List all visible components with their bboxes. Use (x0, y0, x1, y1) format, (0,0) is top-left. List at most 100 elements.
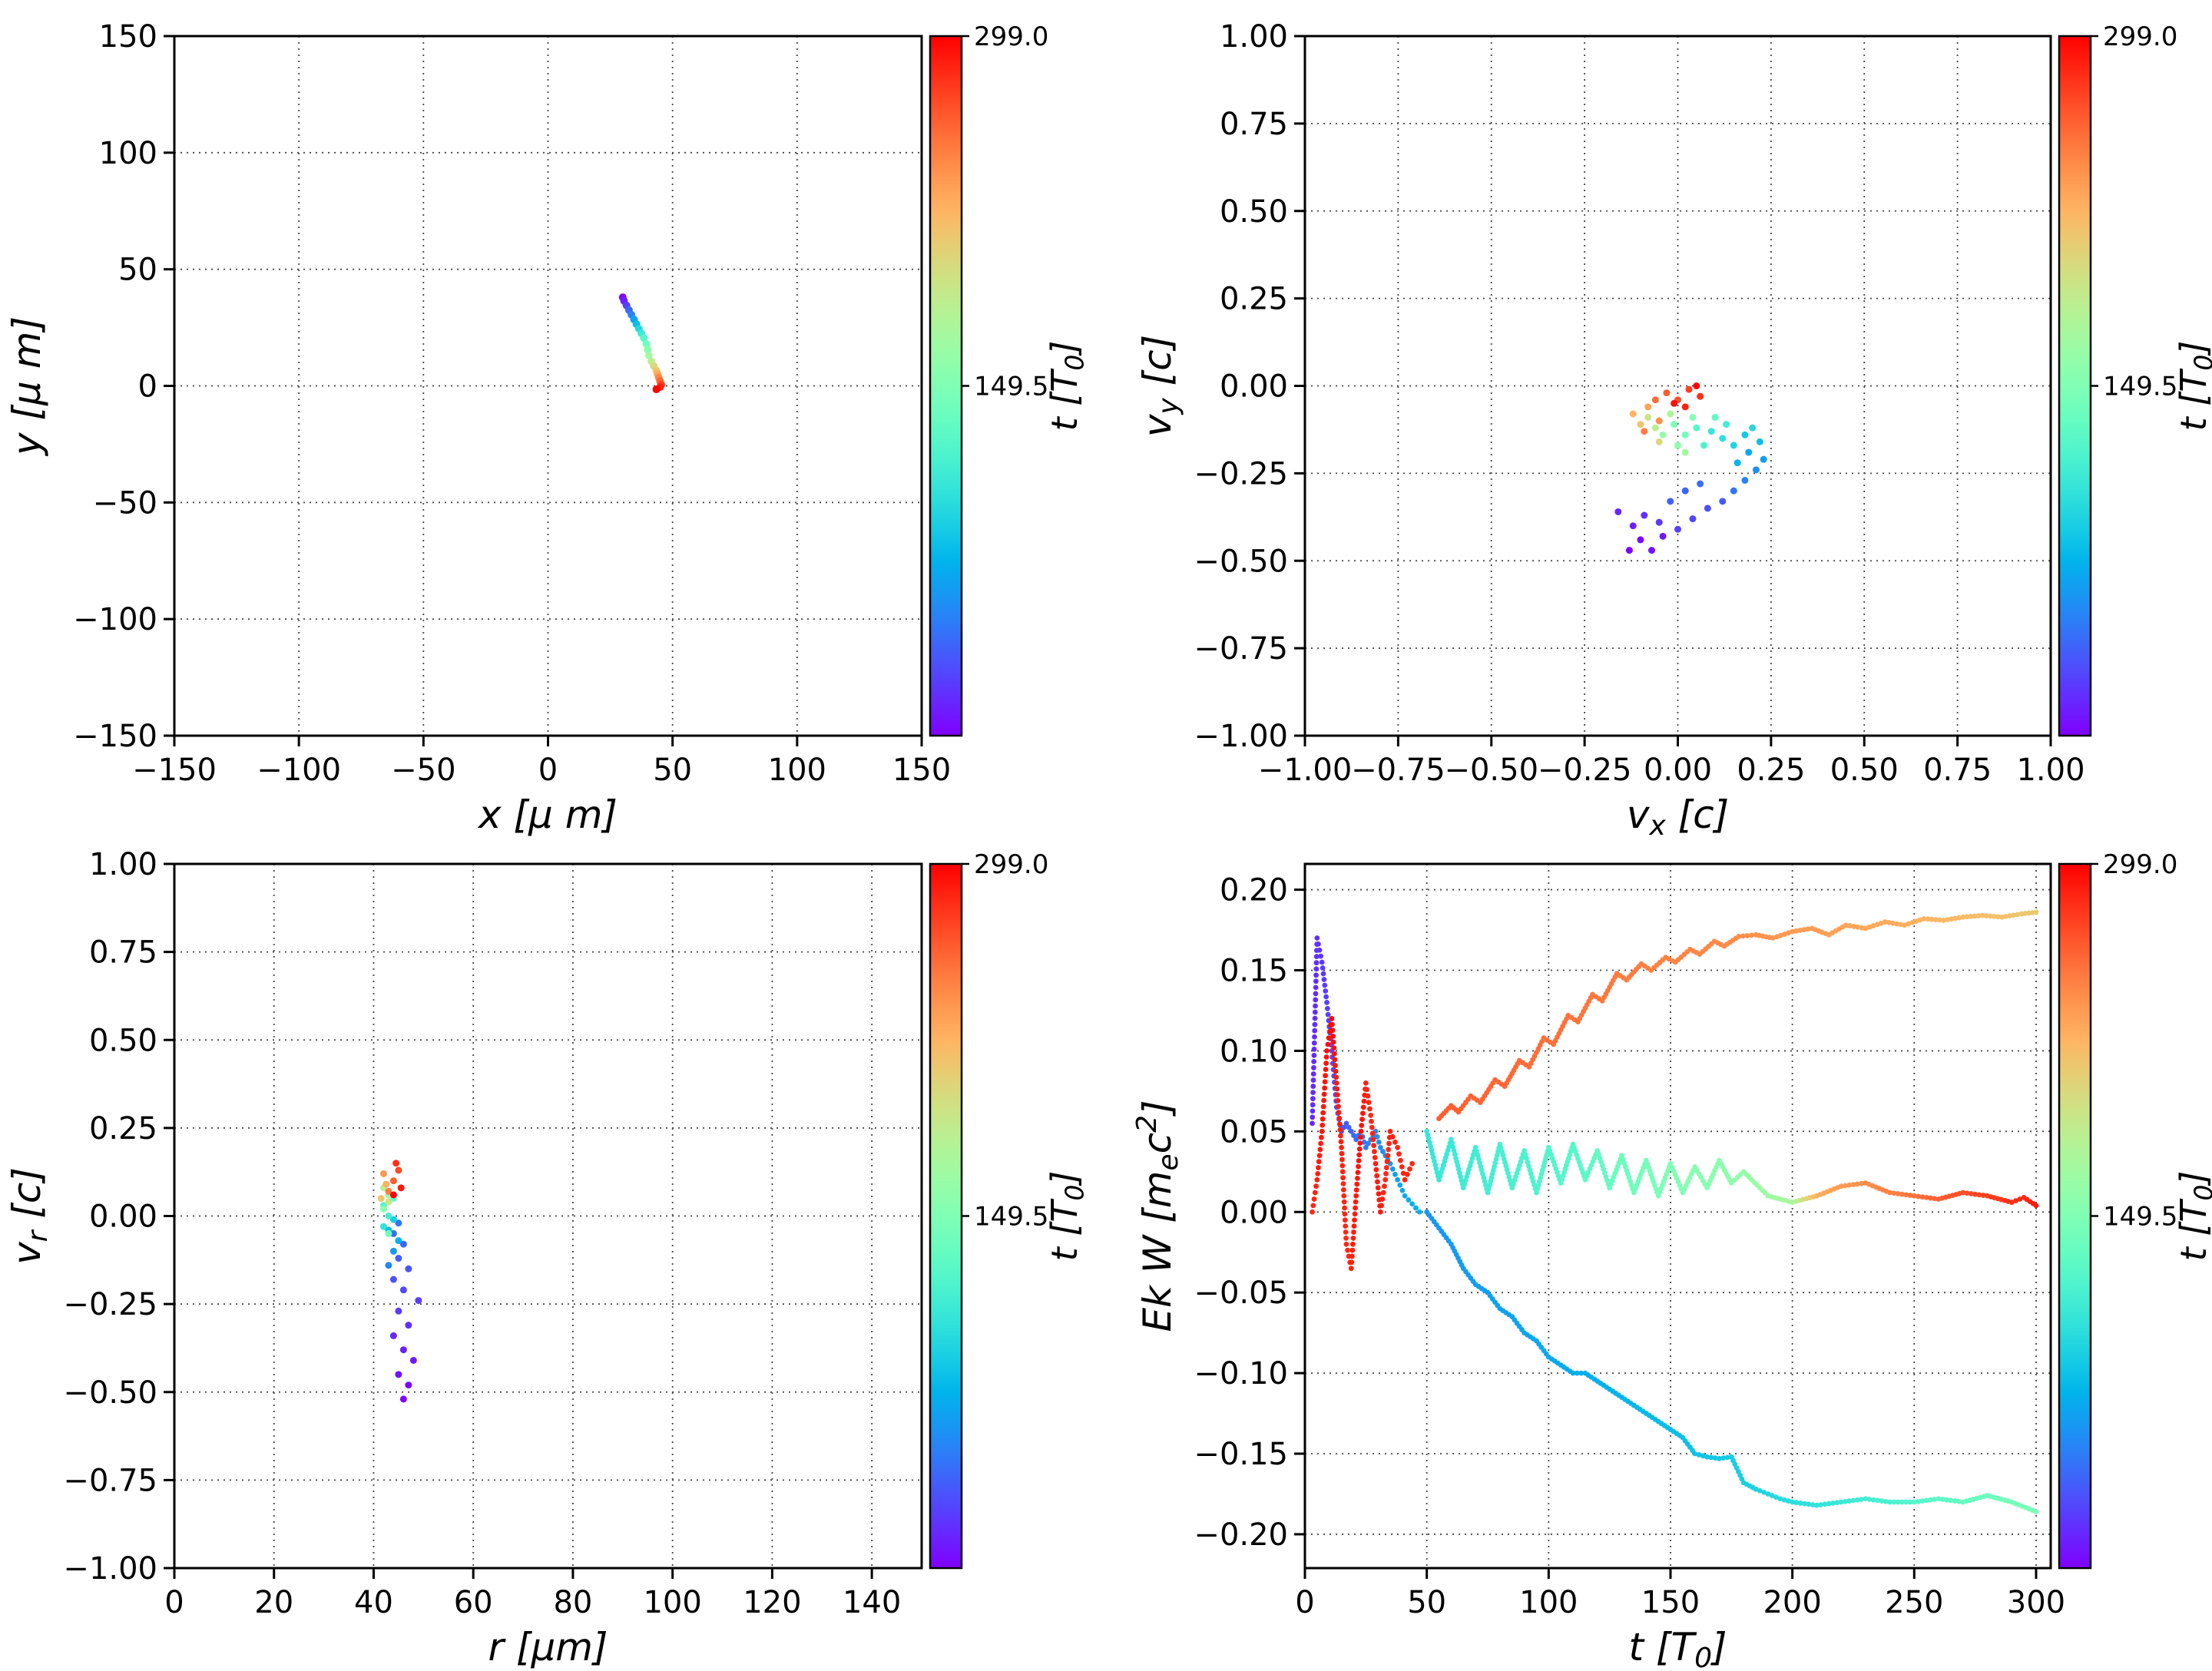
colorbar-axis-label: t [T0] (2173, 1171, 2212, 1262)
y-axis-label: vy [c] (1135, 335, 1184, 437)
x-axis-label: t [T0] (1629, 1625, 1727, 1671)
x-tick-label: 50 (653, 753, 692, 788)
x-tick-label: 0 (1295, 1585, 1314, 1620)
y-tick-label: −100 (73, 602, 157, 637)
y-tick-label: 0.00 (1220, 369, 1288, 405)
gridlines (1305, 864, 2051, 1568)
y-tick-label: 1.00 (89, 847, 157, 882)
colorbar-tick-label: 149.5 (974, 372, 1048, 402)
tick-marks (164, 862, 873, 1579)
x-tick-label: 140 (843, 1585, 901, 1620)
axes-frame (1303, 862, 2052, 1570)
x-tick-label: 0.00 (1644, 753, 1712, 788)
y-tick-label: 0.10 (1220, 1034, 1288, 1069)
x-tick-label: −100 (257, 753, 341, 788)
series-particle-trajectory (618, 293, 666, 394)
plot-velocity-vxvy: −1.00−0.75−0.50−0.25 0.00 0.25 0.50 0.75 1.00… (1135, 19, 2085, 842)
y-tick-label: 0.75 (1220, 107, 1288, 142)
y-tick-label: −150 (73, 719, 157, 754)
colorbar-tick-label: 299.0 (2103, 22, 2177, 52)
y-axis-label: vr [c] (5, 1167, 54, 1265)
x-tick-label: 150 (892, 753, 951, 788)
x-tick-label: −0.75 (1351, 753, 1445, 788)
y-tick-label: −0.05 (1194, 1276, 1288, 1311)
series-early-oscillation-red (1310, 1016, 1416, 1272)
colorbar: 299.0 149.5t [T0] (2058, 849, 2212, 1570)
y-tick-label: 0.05 (1220, 1114, 1288, 1150)
colorbar-tick-label: 299.0 (974, 22, 1048, 52)
colorbar-tick-label: 149.5 (2103, 1202, 2177, 1233)
plot-radius-vr: 0 20 40 60 80 100 120 140 1.00 0.75 0.50 0.25 0.00 −0… (5, 847, 923, 1669)
y-tick-label: 0.00 (89, 1199, 157, 1235)
y-tick-label: −0.50 (1194, 544, 1288, 579)
series-oscillating-branch (1424, 1128, 2039, 1209)
x-tick-label: 0.75 (1923, 753, 1992, 788)
y-tick-label: 0 (138, 369, 157, 405)
series-velocity-cloud (1614, 382, 1767, 554)
y-tick-label: 0.50 (89, 1023, 157, 1058)
y-tick-label: −50 (93, 485, 157, 521)
colorbar-axis-label: t [T0] (1044, 341, 1089, 432)
x-tick-label: 80 (553, 1585, 592, 1620)
tick-labels: −150 −100 −50 0 50 100 150 −150 −100 −50 0 50 100 150 (73, 19, 951, 788)
y-axis-label: y [μ m] (5, 316, 49, 457)
colorbar-tick-label: 299.0 (974, 849, 1048, 880)
series-radial-velocity-cloud (377, 1160, 422, 1403)
x-tick-label: 0 (164, 1585, 184, 1620)
series-energy-gain-branch (1436, 909, 2039, 1121)
y-tick-label: −0.50 (63, 1375, 157, 1411)
x-tick-label: 250 (1885, 1585, 1943, 1620)
colorbar-gradient (929, 862, 963, 1570)
tick-labels: 0 50 100 150 200 250 300 −0.20 −0.15 −0.10 −0.05 0.… (1194, 873, 2065, 1620)
y-axis-label: Ek W [mec2] (1131, 1100, 1184, 1332)
colorbar-tick-label: 149.5 (2103, 372, 2177, 402)
y-tick-label: −1.00 (63, 1551, 157, 1587)
colorbar: 299.0 149.5t [T0] (929, 849, 1089, 1570)
y-tick-label: −0.20 (1194, 1517, 1288, 1553)
x-tick-label: 0 (538, 753, 558, 788)
tick-marks (164, 35, 923, 746)
x-tick-label: 60 (454, 1585, 493, 1620)
x-tick-label: −1.00 (1258, 753, 1353, 788)
y-tick-label: −0.75 (1194, 631, 1288, 667)
y-tick-label: 0.15 (1220, 953, 1288, 988)
colorbar-gradient (929, 35, 963, 737)
plot-position-xy: −150 −100 −50 0 50 100 150 −150 −100 −50 0 50 100 150… (5, 19, 951, 837)
x-tick-label: 20 (254, 1585, 293, 1620)
y-tick-label: −1.00 (1194, 719, 1288, 754)
gridlines (174, 864, 922, 1568)
y-tick-label: 0.20 (1220, 873, 1288, 908)
x-tick-label: 1.00 (2016, 753, 2085, 788)
x-tick-label: 100 (643, 1585, 701, 1620)
x-tick-label: −50 (391, 753, 455, 788)
y-tick-label: 0.25 (1220, 282, 1288, 317)
colorbar: 299.0 149.5t [T0] (929, 22, 1089, 737)
x-tick-label: 100 (768, 753, 826, 788)
y-tick-label: 100 (99, 136, 157, 171)
colorbar-tick-label: 149.5 (974, 1202, 1048, 1233)
y-tick-label: −0.15 (1194, 1437, 1288, 1472)
x-tick-label: −0.25 (1538, 753, 1632, 788)
x-tick-label: 150 (1641, 1585, 1700, 1620)
x-tick-label: 0.50 (1830, 753, 1899, 788)
x-tick-label: 200 (1763, 1585, 1821, 1620)
colorbar-tick-label: 299.0 (2103, 849, 2177, 880)
colorbar-axis-label: t [T0] (2173, 341, 2212, 432)
gridlines (1305, 36, 2051, 736)
colorbar-gradient (2058, 862, 2092, 1570)
y-tick-label: 0.50 (1220, 194, 1288, 230)
y-tick-label: 50 (118, 253, 157, 288)
x-tick-label: 0.25 (1737, 753, 1805, 788)
x-tick-label: 100 (1519, 1585, 1578, 1620)
y-tick-label: −0.75 (63, 1463, 157, 1498)
tick-labels: 0 20 40 60 80 100 120 140 1.00 0.75 0.50 0.25 0.00 −0… (63, 847, 901, 1620)
x-axis-label: x [μ m] (477, 792, 618, 837)
y-tick-label: −0.10 (1194, 1356, 1288, 1391)
x-tick-label: 300 (2007, 1585, 2065, 1620)
y-tick-label: 0.75 (89, 935, 157, 971)
x-tick-label: 40 (354, 1585, 393, 1620)
colorbar: 299.0 149.5t [T0] (2058, 22, 2212, 737)
y-tick-label: 150 (99, 19, 157, 55)
